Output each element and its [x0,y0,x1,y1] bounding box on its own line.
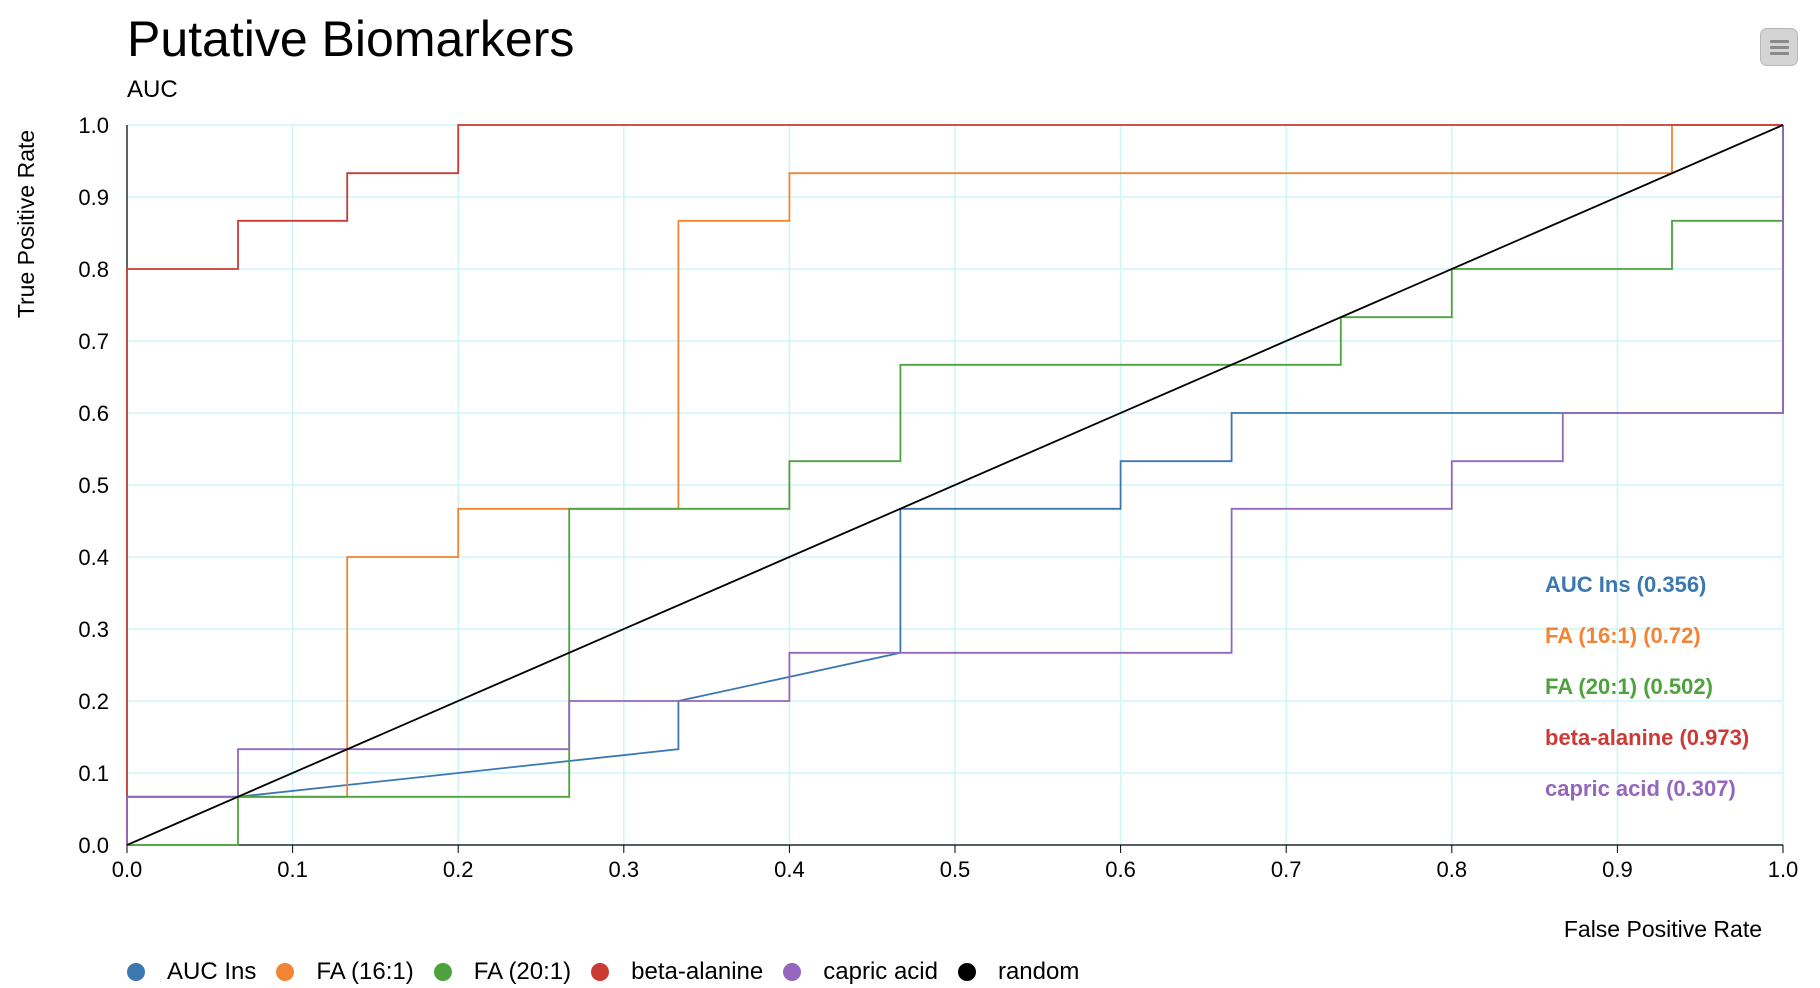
y-tick-label: 0.1 [78,761,109,786]
legend-label: random [997,958,1080,985]
chart-subtitle: AUC [127,76,178,103]
legend-marker-icon [433,963,452,981]
chart-title: Putative Biomarkers [127,11,575,67]
legend-label: FA (16:1) [316,958,414,985]
x-tick-label: 0.6 [1105,857,1136,882]
legend-label: AUC Ins [167,958,257,985]
x-axis-label: False Positive Rate [1564,916,1762,942]
legend: AUC Ins FA (16:1) FA (20:1) beta-alanine cap… [127,960,1099,984]
legend-item[interactable]: beta-alanine [591,960,763,984]
x-tick-label: 0.5 [940,857,971,882]
auc-annotation: FA (16:1) (0.72) [1545,623,1701,648]
x-tick-label: 0.1 [277,857,308,882]
y-tick-label: 0.8 [78,257,109,282]
legend-label: capric acid [823,958,938,985]
y-tick-label: 0.3 [78,617,109,642]
x-tick-label: 0.4 [774,857,805,882]
x-tick-label: 0.7 [1271,857,1302,882]
legend-label: beta-alanine [631,958,764,985]
y-tick-label: 0.5 [78,473,109,498]
legend-marker-icon [127,963,145,981]
legend-label: FA (20:1) [473,958,572,985]
series-line-capric-acid[interactable] [126,125,1784,845]
x-tick-label: 1.0 [1768,857,1799,882]
y-tick-label: 0.6 [78,401,109,426]
x-tick-label: 0.3 [609,857,640,882]
x-tick-label: 0.2 [443,857,474,882]
legend-marker-icon [276,963,295,981]
legend-item[interactable]: random [957,958,1080,985]
series-line-beta-alanine[interactable] [126,124,1783,845]
y-tick-label: 0.2 [78,689,109,714]
x-tick-label: 0.9 [1602,857,1633,882]
auc-annotation: AUC Ins (0.356) [1545,572,1706,597]
y-tick-label: 0.9 [78,185,109,210]
x-tick-label: 0.8 [1437,857,1468,882]
auc-annotations: AUC Ins (0.356) FA (16:1) (0.72) FA (20:1)… [1545,572,1749,801]
y-tick-label: 0.0 [78,833,109,858]
legend-marker-icon [591,963,610,981]
y-tick-label: 0.4 [78,545,109,570]
x-tick-label: 0.0 [112,857,143,882]
series-line-random[interactable] [126,124,1784,846]
y-axis-label: True Positive Rate [13,130,39,318]
legend-item[interactable]: AUC Ins [127,960,256,984]
y-tick-label: 1.0 [78,113,109,138]
legend-item[interactable]: capric acid [783,960,938,984]
series-lines [126,124,1784,846]
legend-item[interactable]: FA (20:1) [433,958,572,985]
auc-annotation: beta-alanine (0.973) [1545,725,1749,750]
legend-marker-icon [783,963,802,981]
auc-annotation: capric acid (0.307) [1545,776,1736,801]
axes: 0.0 0.1 0.2 0.3 0.4 0.5 0.6 0.7 0.8 0.9 1.0 0.0 0.1 0… [78,113,1798,882]
legend-marker-icon [957,963,976,981]
hamburger-menu-icon[interactable] [1760,28,1798,66]
series-line-fa-20-1[interactable] [127,125,1784,846]
y-tick-label: 0.7 [78,329,109,354]
legend-item[interactable]: FA (16:1) [276,958,414,985]
auc-annotation: FA (20:1) (0.502) [1545,674,1713,699]
